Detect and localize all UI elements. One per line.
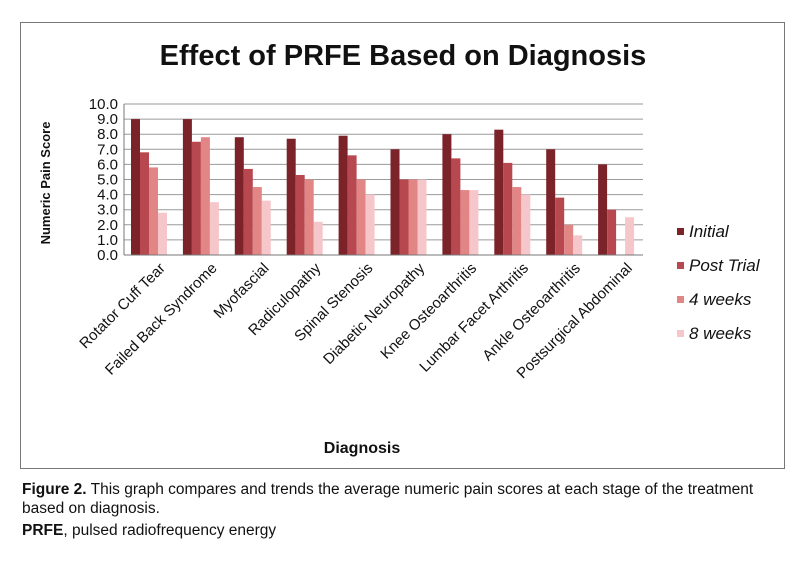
bar (503, 162, 513, 255)
y-tick-label: 9.0 (97, 111, 118, 128)
figure-caption: Figure 2. This graph compares and trends… (22, 480, 792, 518)
bar (313, 221, 323, 255)
bar (625, 217, 635, 255)
bar (234, 137, 244, 255)
y-tick-label: 8.0 (97, 126, 118, 143)
bar (399, 179, 409, 255)
bar (598, 164, 608, 255)
bar (451, 158, 461, 255)
x-tick-label: Knee Osteoarthritis (377, 260, 480, 363)
bar (494, 129, 504, 255)
y-tick-label: 3.0 (97, 202, 118, 219)
abbreviation-definition: , pulsed radiofrequency energy (63, 522, 277, 539)
x-axis-label: Diagnosis (324, 440, 401, 457)
bar (365, 194, 375, 255)
bar (252, 187, 262, 255)
bar (149, 167, 158, 255)
x-tick-label: Ankle Osteoarthritis (479, 260, 584, 365)
bar (295, 174, 305, 255)
y-axis-label: Numeric Pain Score (38, 122, 53, 245)
bar (200, 137, 210, 255)
y-tick-label: 4.0 (97, 187, 118, 204)
legend-label: Initial (689, 222, 730, 241)
y-tick-label: 10.0 (89, 96, 118, 113)
y-tick-label: 5.0 (97, 172, 118, 189)
bar (417, 179, 427, 255)
bar (573, 235, 583, 255)
bar-chart: Effect of PRFE Based on Diagnosis Numeri… (38, 40, 761, 457)
bar (191, 141, 201, 255)
legend-swatch (677, 228, 684, 235)
bar (442, 134, 452, 255)
legend-label: 4 weeks (689, 290, 752, 309)
axes (123, 104, 643, 256)
bars (131, 119, 635, 255)
bar (460, 190, 470, 255)
bar (261, 200, 271, 255)
bar (209, 202, 219, 255)
bar (304, 179, 314, 255)
abbreviation-note: PRFE, pulsed radiofrequency energy (22, 521, 792, 540)
legend-swatch (677, 296, 684, 303)
abbreviation-term: PRFE (22, 522, 64, 539)
bar (607, 209, 617, 255)
y-tick-label: 6.0 (97, 156, 118, 173)
bar (521, 194, 531, 255)
x-tick-label: Diabetic Neuropathy (320, 259, 428, 367)
legend-label: 8 weeks (689, 324, 752, 343)
legend-swatch (677, 262, 684, 269)
y-tick-label: 7.0 (97, 141, 118, 158)
bar (555, 197, 565, 255)
bar (158, 212, 167, 255)
bar (564, 224, 574, 255)
bar (347, 155, 357, 255)
caption-text: This graph compares and trends the avera… (22, 481, 754, 517)
bar (546, 149, 556, 255)
y-tick-labels: 0.01.02.03.04.05.06.07.08.09.010.0 (89, 96, 118, 264)
bar (286, 138, 296, 255)
legend-swatch (677, 330, 684, 337)
y-tick-label: 1.0 (97, 232, 118, 249)
bar (390, 149, 400, 255)
y-tick-label: 2.0 (97, 217, 118, 234)
legend-label: Post Trial (689, 256, 761, 275)
bar (338, 135, 348, 255)
bar (356, 179, 366, 255)
bar (131, 119, 140, 255)
x-tick-label: Rotator Cuff Tear (76, 260, 168, 352)
y-tick-label: 0.0 (97, 247, 118, 264)
bar (182, 119, 192, 255)
caption-label: Figure 2. (22, 481, 87, 498)
bar (140, 152, 149, 255)
bar (408, 179, 418, 255)
chart-frame: Effect of PRFE Based on Diagnosis Numeri… (20, 22, 785, 469)
chart-title: Effect of PRFE Based on Diagnosis (160, 40, 647, 72)
bar (512, 187, 522, 255)
bar (469, 190, 479, 255)
legend: Initial Post Trial 4 weeks 8 weeks (677, 222, 761, 343)
bar (243, 168, 253, 255)
